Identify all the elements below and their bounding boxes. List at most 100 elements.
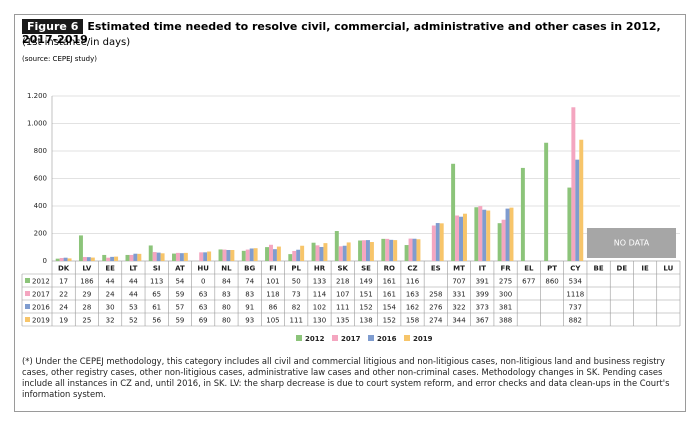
table-value: 276: [429, 304, 443, 312]
bar: [106, 257, 111, 261]
bar: [253, 248, 258, 261]
table-value: 161: [383, 278, 396, 286]
bar: [292, 250, 297, 261]
bar: [497, 223, 502, 261]
bar: [571, 107, 576, 262]
table-value: 107: [336, 291, 349, 299]
table-value: 30: [106, 304, 115, 312]
bar: [385, 238, 390, 261]
table-value: 118: [266, 291, 279, 299]
legend-swatch: [296, 335, 302, 341]
bar: [509, 207, 514, 261]
x-tick-label: LU: [663, 265, 673, 273]
table-value: 677: [522, 278, 535, 286]
bar: [366, 240, 370, 261]
table-value: 0: [201, 278, 205, 286]
table-value: 737: [569, 304, 582, 312]
bar: [358, 240, 363, 261]
x-tick-label: IE: [641, 265, 649, 273]
bar: [245, 249, 250, 261]
x-tick-label: SK: [338, 265, 349, 273]
table-value: 54: [175, 278, 184, 286]
bar: [90, 257, 95, 261]
table-value: 116: [406, 278, 420, 286]
bar: [459, 216, 463, 261]
bar: [133, 253, 138, 261]
bar: [230, 250, 235, 261]
table-value: 113: [150, 278, 163, 286]
bar: [110, 256, 115, 261]
table-value: 133: [313, 278, 326, 286]
table-value: 74: [245, 278, 254, 286]
bar: [129, 254, 134, 261]
bar: [199, 252, 204, 261]
table-value: 59: [175, 317, 184, 325]
table-value: 22: [59, 291, 68, 299]
legend-label: 2012: [305, 335, 325, 343]
bar: [102, 254, 107, 261]
table-value: 135: [336, 317, 349, 325]
x-tick-label: FI: [269, 265, 276, 273]
table-value: 218: [336, 278, 349, 286]
bar: [462, 213, 467, 261]
x-tick-label: CY: [570, 265, 581, 273]
bar: [59, 257, 64, 261]
table-value: 25: [82, 317, 91, 325]
bar: [346, 242, 351, 261]
bar: [55, 258, 60, 261]
table-value: 111: [336, 304, 349, 312]
y-tick-label: 600: [34, 175, 47, 183]
bar: [439, 223, 444, 261]
bar: [222, 249, 227, 261]
table-value: 52: [129, 317, 138, 325]
table-value: 152: [359, 304, 372, 312]
bar: [296, 249, 301, 261]
table-value: 300: [499, 291, 512, 299]
table-value: 28: [82, 304, 91, 312]
table-row-label: 2016: [32, 304, 50, 312]
subtitle: (1st instance/in days): [22, 37, 131, 48]
table-value: 80: [222, 304, 231, 312]
table-row-label: 2012: [32, 278, 50, 286]
bar: [269, 244, 273, 261]
legend-label: 2016: [377, 335, 397, 343]
y-tick-label: 400: [34, 202, 47, 210]
table-value: 275: [499, 278, 512, 286]
source: (source: CEPEJ study): [22, 55, 97, 63]
x-tick-label: LT: [129, 265, 137, 273]
bar: [218, 249, 223, 261]
table-value: 61: [152, 304, 161, 312]
x-tick-label: LV: [82, 265, 91, 273]
bar: [362, 240, 366, 261]
table-value: 63: [199, 291, 208, 299]
bar: [175, 252, 180, 261]
chart-title: Estimated time needed to resolve civil, …: [22, 20, 661, 46]
table-value: 151: [359, 291, 372, 299]
table-value: 149: [359, 278, 372, 286]
table-value: 24: [59, 304, 68, 312]
bar: [63, 257, 68, 261]
bar: [369, 242, 374, 261]
table-value: 152: [383, 317, 396, 325]
table-value: 59: [175, 291, 184, 299]
footnote: (*) Under the CEPEJ methodology, this ca…: [22, 356, 670, 399]
header: Figure 6 Estimated time needed to resolve…: [22, 19, 682, 46]
x-tick-label: DE: [617, 265, 628, 273]
bar: [67, 258, 72, 261]
table-value: 388: [499, 317, 512, 325]
bar: [474, 207, 479, 261]
frame: [14, 14, 686, 412]
bar: [226, 250, 231, 261]
x-tick-label: HU: [197, 265, 209, 273]
table-value: 111: [290, 317, 303, 325]
legend-label: 2019: [413, 335, 433, 343]
table-value: 130: [313, 317, 326, 325]
bar: [156, 252, 161, 261]
table-value: 65: [152, 291, 161, 299]
table-value: 69: [199, 317, 208, 325]
x-tick-label: NL: [221, 265, 232, 273]
table-value: 381: [499, 304, 512, 312]
x-tick-label: SI: [153, 265, 161, 273]
table-value: 258: [429, 291, 442, 299]
